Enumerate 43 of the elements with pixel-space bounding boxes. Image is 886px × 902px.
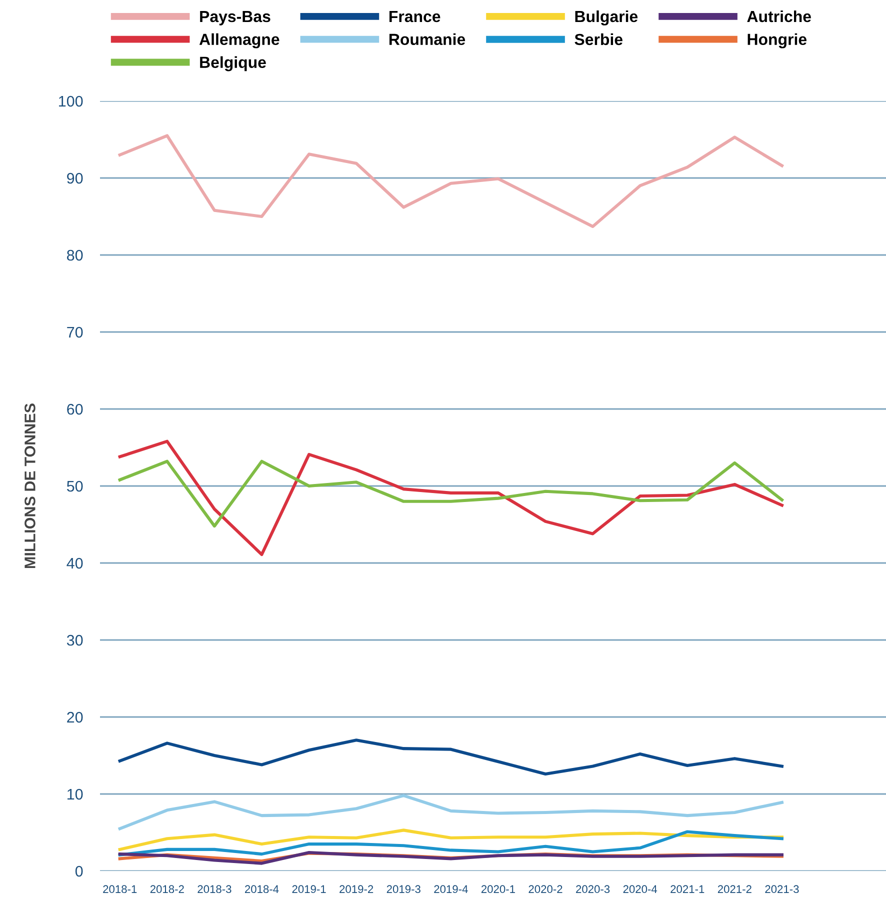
line-series (118, 794, 784, 830)
x-tick-label: 2020-1 (481, 885, 515, 894)
y-tick-label: 50 (66, 480, 83, 492)
x-tick-label: 2021-1 (670, 885, 704, 894)
x-tick-label: 2021-3 (765, 885, 799, 894)
x-tick-label: 2018-1 (103, 885, 137, 894)
line-series (118, 830, 784, 856)
line-series (118, 134, 784, 228)
x-tick-label: 2019-1 (292, 885, 326, 894)
x-tick-label: 2019-3 (386, 885, 420, 894)
line-series (118, 460, 784, 528)
y-tick-label: 30 (66, 634, 83, 646)
y-tick-label: 40 (66, 558, 83, 569)
y-axis-title: MILLIONS DE TONNES (24, 404, 36, 568)
legend-label: Hongrie (748, 33, 807, 48)
x-tick-label: 2020-4 (623, 885, 658, 894)
y-tick-label: 0 (75, 866, 83, 877)
y-tick-label: 60 (67, 404, 83, 415)
legend-label: Serbie (574, 33, 623, 46)
x-tick-label: 2019-4 (434, 885, 468, 894)
y-tick-label: 90 (67, 172, 83, 184)
y-tick-label: 20 (67, 712, 83, 723)
x-tick-label: 2018-3 (198, 885, 232, 894)
legend-label: Autriche (747, 10, 811, 22)
legend-label: Belgique (200, 56, 266, 72)
legend-label: Bulgarie (575, 10, 638, 26)
legend-label: Roumanie (389, 33, 466, 46)
y-tick-label: 10 (68, 788, 83, 800)
legend-label: Allemagne (199, 33, 280, 48)
x-tick-label: 2018-4 (245, 885, 279, 894)
x-tick-label: 2020-2 (528, 885, 562, 894)
line-series (118, 738, 784, 776)
y-tick-label: 100 (59, 96, 83, 107)
x-tick-label: 2019-2 (340, 885, 374, 894)
line-series (118, 440, 784, 556)
x-tick-label: 2021-2 (718, 885, 752, 894)
x-tick-label: 2020-3 (576, 885, 610, 894)
legend-label: Pays-Bas (200, 11, 270, 26)
y-tick-label: 80 (67, 250, 83, 261)
legend-label: France (389, 11, 440, 22)
line-series (118, 828, 784, 851)
y-tick-label: 70 (67, 326, 83, 338)
x-tick-label: 2018-2 (150, 885, 184, 894)
